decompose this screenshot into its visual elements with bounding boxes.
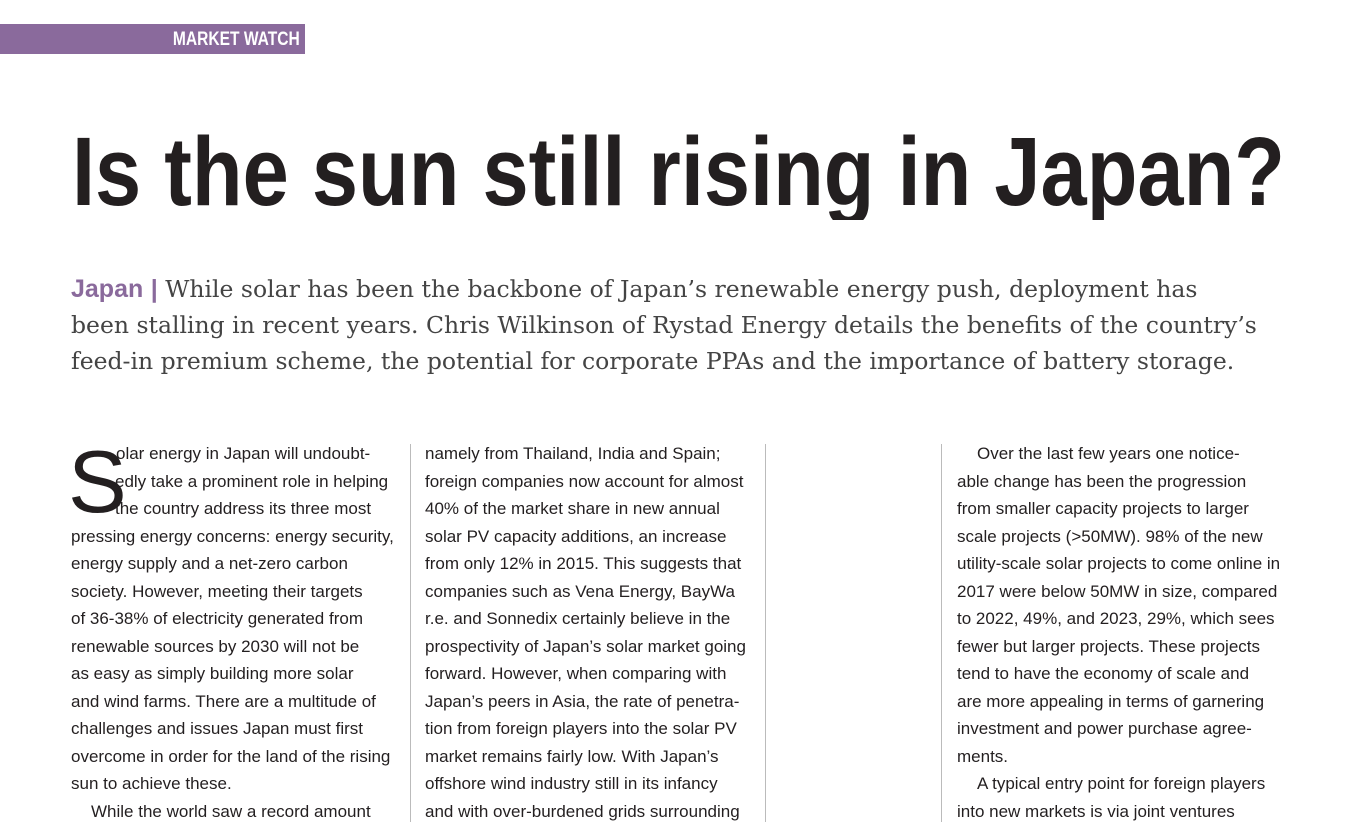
body-line: r.e. and Sonnedix certainly believe in t…: [425, 609, 731, 628]
body-line: of 36-38% of electricity generated from: [71, 609, 363, 628]
body-line: companies such as Vena Energy, BayWa: [425, 581, 735, 601]
standfirst-text: While solar has been the backbone of Jap…: [165, 275, 1198, 303]
standfirst-line: Japan | While solar has been the backbon…: [71, 275, 1197, 304]
body-line: A typical entry point for foreign player…: [977, 774, 1266, 793]
body-line: prospectivity of Japan’s solar market go…: [425, 636, 746, 656]
body-line: forward. However, when comparing with: [425, 664, 727, 683]
body-line: offshore wind industry still in its infa…: [425, 774, 718, 793]
column-rule: [410, 444, 411, 822]
body-line: 40% of the market share in new annual: [425, 499, 720, 518]
body-line: energy supply and a net-zero carbon: [71, 554, 348, 573]
body-line: Over the last few years one notice-: [977, 444, 1240, 463]
standfirst-tag: Japan: [71, 275, 144, 303]
body-line: are more appealing in terms of garnering: [957, 691, 1265, 711]
body-line: investment and power purchase agree-: [957, 719, 1252, 738]
body-line: society. However, meeting their targets: [71, 581, 363, 601]
body-line: solar PV capacity additions, an increase: [425, 526, 727, 546]
body-line: While the world saw a record amount: [91, 801, 371, 821]
body-line: tend to have the economy of scale and: [957, 664, 1250, 683]
body-line: scale projects (>50MW). 98% of the new: [957, 526, 1263, 546]
body-line: edly take a prominent role in helping: [115, 471, 389, 491]
body-line: market remains fairly low. With Japan’s: [425, 746, 719, 766]
body-line: from smaller capacity projects to larger: [957, 499, 1249, 518]
body-line: ments.: [957, 746, 1009, 766]
body-line: Japan’s peers in Asia, the rate of penet…: [425, 691, 740, 711]
body-line: into new markets is via joint ventures: [957, 801, 1235, 821]
body-line: from only 12% in 2015. This suggests tha…: [425, 554, 742, 573]
body-line: sun to achieve these.: [71, 774, 232, 793]
body-line: as easy as simply building more solar: [71, 664, 354, 683]
body-line: and with over-burdened grids surrounding: [425, 801, 740, 821]
standfirst-line: feed-in premium scheme, the potential fo…: [71, 347, 1235, 375]
body-line: namely from Thailand, India and Spain;: [425, 444, 721, 463]
body-line: able change has been the progression: [957, 471, 1247, 491]
body-line: the country address its three most: [115, 499, 372, 518]
body-line: foreign companies now account for almost: [425, 471, 744, 491]
column-rule: [765, 444, 766, 822]
body-line: utility-scale solar projects to come onl…: [957, 554, 1281, 573]
standfirst-line: been stalling in recent years. Chris Wil…: [71, 311, 1257, 339]
body-line: tion from foreign players into the solar…: [425, 719, 737, 738]
body-line: pressing energy concerns: energy securit…: [71, 526, 394, 546]
column-rule: [941, 444, 942, 822]
body-line: olar energy in Japan will undoubt-: [116, 444, 371, 463]
title: Is the sun still rising in Japan?: [72, 117, 1285, 220]
section-banner: MARKET WATCH: [0, 24, 305, 54]
body-line: 2017 were below 50MW in size, compared: [957, 581, 1278, 601]
body-line: overcome in order for the land of the ri…: [71, 746, 391, 766]
separator: |: [150, 275, 158, 303]
body-line: to 2022, 49%, and 2023, 29%, which sees: [957, 609, 1275, 628]
body-line: renewable sources by 2030 will not be: [71, 636, 360, 656]
body-line: and wind farms. There are a multitude of: [71, 691, 376, 711]
body-line: fewer but larger projects. These project…: [957, 636, 1260, 656]
body-line: challenges and issues Japan must first: [71, 719, 363, 738]
drop-cap: S: [68, 432, 127, 531]
section-label: MARKET WATCH: [173, 29, 300, 50]
title-svg: Is the sun still rising in Japan?: [72, 117, 1285, 220]
